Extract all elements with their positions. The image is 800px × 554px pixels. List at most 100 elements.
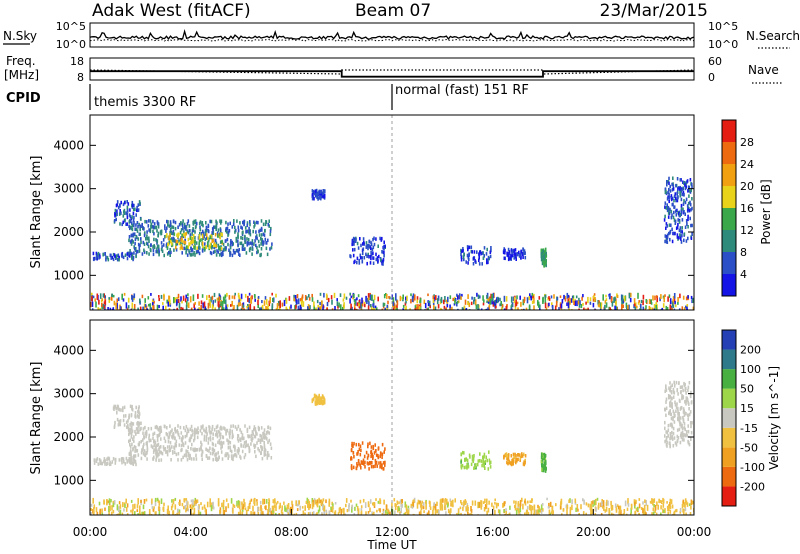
echo-cell — [165, 242, 168, 246]
echo-cell — [141, 294, 144, 299]
echo-cell — [261, 304, 264, 310]
echo-cell — [157, 434, 159, 439]
echo-cell — [95, 256, 98, 261]
echo-cell — [686, 222, 688, 226]
echo-cell — [406, 295, 408, 301]
echo-cell — [504, 251, 506, 255]
echo-cell — [684, 225, 687, 229]
echo-cell — [267, 430, 269, 434]
echo-cell — [126, 252, 129, 256]
echo-cell — [258, 233, 261, 237]
echo-cell — [684, 507, 687, 512]
echo-cell — [675, 198, 677, 203]
echo-cell — [429, 304, 431, 309]
echo-cell — [383, 250, 385, 255]
echo-cell — [100, 299, 103, 303]
echo-cell — [259, 500, 262, 505]
echo-cell — [244, 502, 246, 508]
echo-cell — [201, 431, 203, 436]
echo-cell — [315, 194, 317, 198]
echo-cell — [687, 417, 689, 421]
echo-cell — [251, 242, 254, 246]
echo-cell — [375, 252, 377, 257]
echo-cell — [369, 254, 372, 259]
echo-cell — [690, 188, 692, 193]
echo-cell — [131, 256, 133, 260]
echo-cell — [471, 513, 473, 515]
echo-cell — [263, 441, 265, 445]
echo-cell — [123, 405, 126, 410]
echo-cell — [129, 443, 131, 447]
echo-cell — [244, 453, 247, 457]
echo-cell — [352, 444, 354, 448]
echo-cell — [219, 240, 222, 244]
echo-cell — [131, 404, 133, 409]
echo-cell — [689, 512, 692, 515]
echo-cell — [168, 308, 171, 310]
echo-cell — [262, 511, 264, 515]
echo-cell — [210, 251, 213, 256]
echo-cell — [340, 508, 343, 515]
echo-cell — [468, 257, 470, 262]
echo-cell — [319, 499, 322, 503]
echo-cell — [228, 248, 230, 252]
echo-cell — [195, 241, 198, 245]
echo-cell — [566, 302, 568, 306]
echo-cell — [149, 219, 152, 223]
echo-cell — [685, 197, 688, 202]
echo-cell — [678, 220, 681, 224]
echo-cell — [545, 261, 547, 265]
echo-cell — [104, 462, 106, 466]
echo-cell — [651, 512, 653, 515]
echo-cell — [486, 300, 488, 304]
echo-cell — [156, 247, 158, 251]
echo-cell — [212, 250, 215, 254]
echo-cell — [604, 509, 607, 513]
echo-cell — [118, 255, 120, 260]
y-tick-label: 3000 — [53, 387, 84, 401]
echo-cell — [215, 227, 217, 231]
echo-cell — [366, 297, 368, 305]
echo-cell — [349, 298, 351, 304]
echo-cell — [358, 303, 360, 307]
echo-cell — [169, 233, 171, 237]
echo-cell — [311, 398, 314, 402]
colorbar-swatch — [722, 330, 736, 350]
echo-cell — [229, 251, 232, 255]
echo-cell — [265, 435, 267, 440]
echo-cell — [166, 426, 168, 430]
echo-cell — [226, 438, 228, 442]
echo-cell — [355, 308, 358, 310]
echo-cell — [460, 296, 462, 300]
echo-cell — [511, 303, 513, 308]
echo-cell — [130, 233, 133, 238]
echo-cell — [98, 501, 101, 506]
echo-cell — [133, 203, 135, 208]
echo-cell — [481, 251, 484, 255]
echo-cell — [255, 230, 257, 234]
echo-cell — [345, 503, 347, 508]
echo-cell — [272, 499, 275, 504]
echo-cell — [163, 294, 165, 301]
echo-cell — [508, 250, 511, 254]
echo-cell — [386, 511, 389, 515]
echo-cell — [139, 298, 141, 303]
echo-cell — [208, 449, 210, 453]
echo-cell — [619, 505, 622, 512]
echo-cell — [564, 298, 567, 302]
echo-cell — [260, 307, 262, 310]
echo-cell — [610, 308, 612, 310]
echo-cell — [577, 300, 580, 305]
echo-cell — [200, 453, 203, 458]
echo-cell — [211, 424, 214, 429]
echo-cell — [551, 505, 554, 511]
echo-cell — [505, 508, 507, 513]
echo-cell — [252, 505, 254, 512]
echo-cell — [247, 304, 249, 308]
echo-cell — [457, 295, 459, 300]
echo-cell — [365, 450, 368, 455]
echo-cell — [253, 306, 256, 310]
echo-cell — [313, 197, 315, 201]
echo-cell — [194, 230, 196, 234]
echo-cell — [548, 502, 550, 509]
